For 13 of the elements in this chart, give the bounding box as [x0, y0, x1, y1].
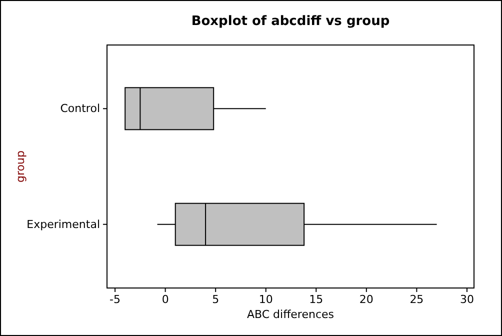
x-tick-label: 5: [212, 292, 220, 306]
x-tick-label: 10: [258, 292, 273, 306]
chart-title: Boxplot of abcdiff vs group: [191, 14, 390, 29]
y-tick-label: Control: [60, 102, 100, 116]
x-tick-label: 15: [309, 292, 324, 306]
x-tick-label: 25: [410, 292, 424, 306]
x-tick-label: 30: [460, 292, 474, 306]
x-axis-title: ABC differences: [246, 308, 334, 321]
x-tick-label: 0: [162, 292, 169, 306]
y-tick-label: Experimental: [26, 218, 100, 231]
x-tick-label: 20: [359, 292, 374, 306]
x-tick-label: -5: [110, 292, 121, 306]
y-axis-title: group: [14, 150, 27, 182]
